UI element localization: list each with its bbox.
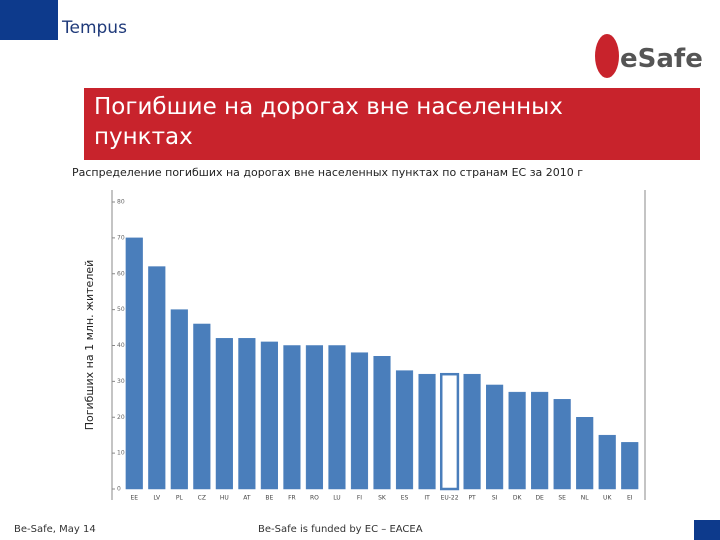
- y-tick-label: 80: [117, 199, 125, 206]
- bar: [193, 323, 211, 490]
- slide-title: Погибшие на дорогах вне населенных пункт…: [94, 94, 563, 150]
- bar: [395, 370, 414, 490]
- title-band: [84, 88, 700, 160]
- bar: [621, 442, 639, 490]
- bar: [508, 391, 526, 490]
- bar: [283, 345, 301, 490]
- bar: [439, 372, 460, 491]
- x-tick-label: FI: [357, 495, 362, 502]
- bar: [598, 434, 616, 490]
- bar: [215, 338, 233, 490]
- x-tick-label: RO: [310, 495, 319, 502]
- bar: [305, 345, 324, 490]
- x-tick-label: LV: [153, 495, 161, 502]
- bar: [486, 384, 504, 490]
- x-tick-label: LU: [333, 495, 340, 502]
- bar: [418, 373, 436, 490]
- eu-flag: [0, 0, 58, 40]
- x-tick-label: EI: [627, 495, 633, 502]
- bar: [463, 373, 481, 490]
- bar: [576, 417, 594, 490]
- bar: [238, 338, 256, 490]
- footer-center: Be-Safe is funded by EC – EACEA: [258, 524, 423, 535]
- bar: [125, 237, 143, 490]
- esafe-logo: eSafe: [620, 44, 703, 74]
- bar: [531, 391, 549, 490]
- y-tick-label: 20: [117, 414, 125, 421]
- x-tick-label: SE: [558, 495, 566, 502]
- esafe-mark: [595, 34, 619, 78]
- y-tick-label: 40: [117, 342, 125, 349]
- y-tick-label: 50: [117, 306, 125, 313]
- bar: [148, 266, 166, 490]
- bar: [350, 352, 369, 490]
- bar: [373, 356, 391, 490]
- x-tick-label: UK: [603, 495, 612, 502]
- x-tick-label: DE: [535, 495, 544, 502]
- x-tick-label: HU: [220, 495, 229, 502]
- x-tick-label: ES: [401, 495, 409, 502]
- x-tick-label: PL: [176, 495, 184, 502]
- x-tick-label: IT: [424, 495, 430, 502]
- x-tick-label: EU-22: [441, 495, 459, 502]
- x-tick-label: NL: [581, 495, 589, 502]
- y-tick-label: 30: [117, 378, 125, 385]
- y-tick-label: 0: [117, 486, 121, 493]
- x-tick-label: BE: [265, 495, 273, 502]
- x-tick-label: AT: [243, 495, 251, 502]
- x-tick-label: FR: [288, 495, 296, 502]
- x-tick-label: SK: [378, 495, 387, 502]
- chart-subtitle: Распределение погибших на дорогах вне на…: [72, 166, 584, 179]
- x-tick-label: EE: [130, 495, 138, 502]
- y-tick-label: 60: [117, 270, 125, 277]
- x-tick-label: PT: [468, 495, 476, 502]
- bar: [260, 341, 278, 490]
- y-tick-label: 10: [117, 450, 125, 457]
- x-tick-label: CZ: [198, 495, 206, 502]
- x-tick-label: DK: [513, 495, 523, 502]
- y-axis-label: Погибших на 1 млн. жителей: [83, 260, 96, 431]
- eu-flag-small: [694, 520, 720, 540]
- bar: [553, 399, 571, 490]
- bar: [170, 309, 188, 490]
- y-tick-label: 70: [117, 234, 125, 241]
- footer-left: Be-Safe, May 14: [14, 524, 96, 535]
- x-tick-label: SI: [492, 495, 498, 502]
- tempus-logo: Tempus: [62, 18, 127, 38]
- bar: [328, 345, 346, 490]
